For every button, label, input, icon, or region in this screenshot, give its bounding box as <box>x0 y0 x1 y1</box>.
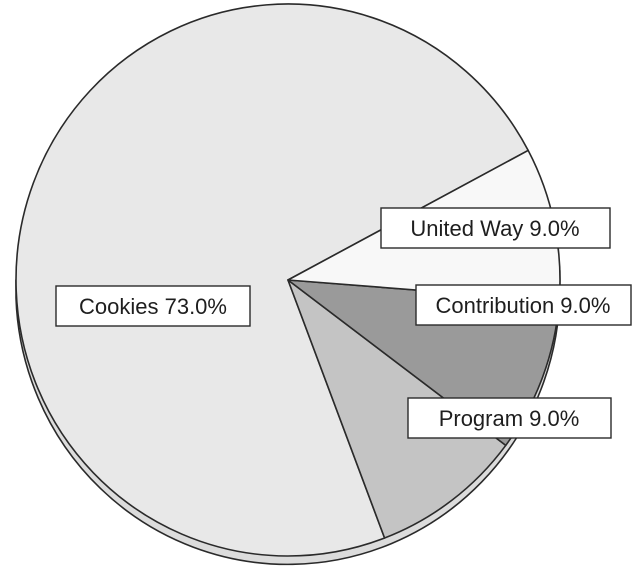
pie-slice-program <box>287 279 507 539</box>
slice-label-program: Program 9.0% <box>407 397 612 439</box>
slice-label-contribution: Contribution 9.0% <box>415 284 632 326</box>
slice-label-cookies: Cookies 73.0% <box>55 285 251 327</box>
slice-label-text-united-way: United Way 9.0% <box>410 216 579 241</box>
pie-slice-cookies <box>15 3 529 557</box>
slice-label-united-way: United Way 9.0% <box>380 207 611 249</box>
slice-label-text-contribution: Contribution 9.0% <box>436 293 611 318</box>
pie-slices <box>15 3 561 557</box>
pie-labels: Cookies 73.0% Program 9.0% Contribution … <box>55 207 632 439</box>
slice-label-text-program: Program 9.0% <box>439 406 580 431</box>
slice-label-text-cookies: Cookies 73.0% <box>79 294 227 319</box>
